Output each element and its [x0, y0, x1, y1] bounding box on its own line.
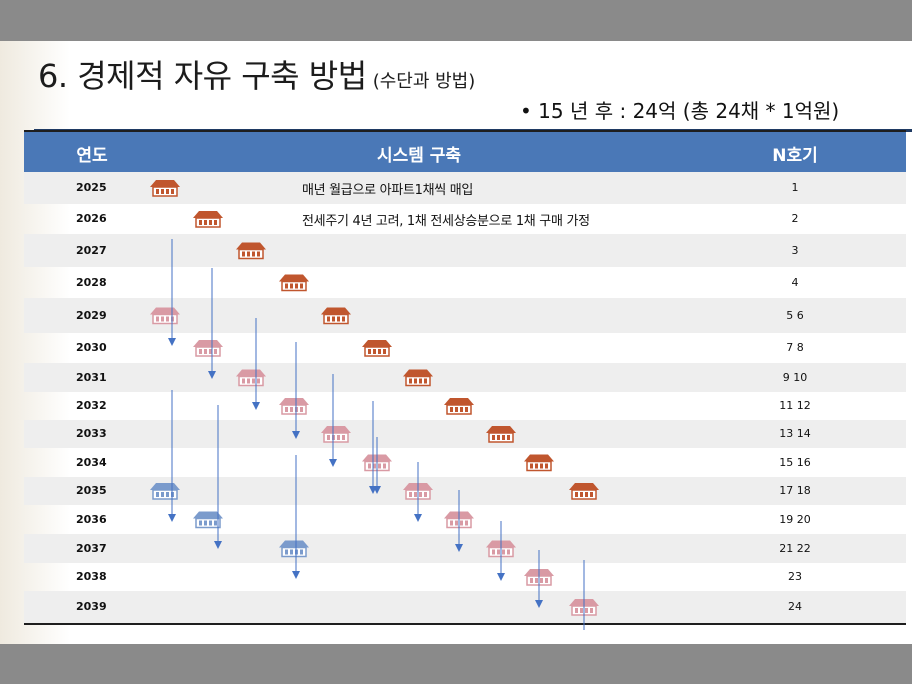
row-count: 3 [791, 244, 799, 257]
row-year: 2037 [76, 542, 107, 555]
row-year: 2035 [76, 484, 107, 497]
table-header: 연도 시스템 구축 N호기 [24, 130, 906, 172]
row-count: 2 [791, 212, 799, 225]
row-count: 17 18 [779, 484, 811, 497]
title-main: 6. 경제적 자유 구축 방법 [38, 57, 367, 95]
row-count: 23 [788, 570, 802, 583]
slide: 6. 경제적 자유 구축 방법 (수단과 방법) • 15 년 후 : 24억 (… [0, 41, 912, 644]
house-icon [193, 211, 223, 228]
house-icon [193, 511, 223, 529]
house-icon [524, 454, 554, 472]
row-count: 5 6 [786, 309, 804, 322]
house-icon [150, 307, 180, 325]
house-timeline [150, 180, 599, 630]
house-icon [486, 426, 516, 443]
row-count: 19 20 [779, 513, 811, 526]
row-year: 2030 [76, 341, 107, 354]
house-icon [403, 369, 433, 387]
row-note: 전세주기 4년 고려, 1채 전세상승분으로 1채 구매 가정 [302, 214, 590, 229]
row-year: 2029 [76, 309, 107, 322]
row-year: 2027 [76, 244, 107, 257]
table-row: 2039 24 [24, 591, 906, 623]
row-count: 15 16 [779, 456, 811, 469]
row-year: 2028 [76, 276, 107, 289]
house-icon [236, 242, 266, 260]
row-note: 매년 월급으로 아파트1채씩 매입 [302, 183, 474, 198]
row-year: 2039 [76, 600, 107, 613]
row-count: 9 10 [782, 371, 808, 384]
row-count: 1 [791, 181, 799, 194]
house-icon [279, 398, 309, 415]
header-system: 시스템 구축 [376, 146, 462, 166]
row-year: 2031 [76, 371, 107, 384]
row-year: 2038 [76, 570, 107, 583]
table-bottom-rule [24, 623, 906, 625]
house-icon [321, 307, 351, 325]
house-icon [444, 398, 474, 415]
row-year: 2033 [76, 427, 107, 440]
row-count: 13 14 [779, 427, 811, 440]
table-row: 2027 3 [24, 234, 906, 267]
table-row: 2033 13 14 [24, 420, 906, 448]
row-year: 2025 [76, 181, 107, 194]
table-row: 2038 23 [24, 563, 906, 591]
row-count: 7 8 [786, 341, 804, 354]
row-year: 2034 [76, 456, 107, 469]
row-year: 2026 [76, 212, 107, 225]
table-row: 2037 21 22 [24, 534, 906, 563]
header-year: 연도 [76, 146, 108, 166]
table-row: 2026 2 전세주기 4년 고려, 1채 전세상승분으로 1채 구매 가정 [24, 204, 906, 234]
row-count: 4 [791, 276, 799, 289]
row-count: 24 [788, 600, 802, 613]
page-title: 6. 경제적 자유 구축 방법 (수단과 방법) [38, 51, 475, 97]
table-row: 2031 9 10 [24, 363, 906, 392]
table-row: 2034 15 16 [24, 448, 906, 477]
title-sub: (수단과 방법) [372, 71, 476, 92]
row-count: 21 22 [779, 542, 811, 555]
house-icon [236, 369, 266, 387]
house-icon [279, 274, 309, 292]
row-year: 2032 [76, 399, 107, 412]
row-year: 2036 [76, 513, 107, 526]
table-row: 2028 4 [24, 267, 906, 298]
house-icon [569, 483, 599, 500]
header-count: N호기 [772, 146, 818, 166]
house-icon [362, 340, 392, 357]
house-icon [321, 426, 351, 443]
house-icon [150, 180, 180, 197]
table-row: 2032 11 12 [24, 392, 906, 420]
table-row: 2036 19 20 [24, 505, 906, 534]
house-icon [150, 483, 180, 500]
house-icon [279, 540, 309, 558]
row-count: 11 12 [779, 399, 811, 412]
house-icon [193, 340, 223, 357]
table-row: 2030 7 8 [24, 333, 906, 363]
summary-text: • 15 년 후 : 24억 (총 24채 * 1억원) [520, 99, 840, 123]
